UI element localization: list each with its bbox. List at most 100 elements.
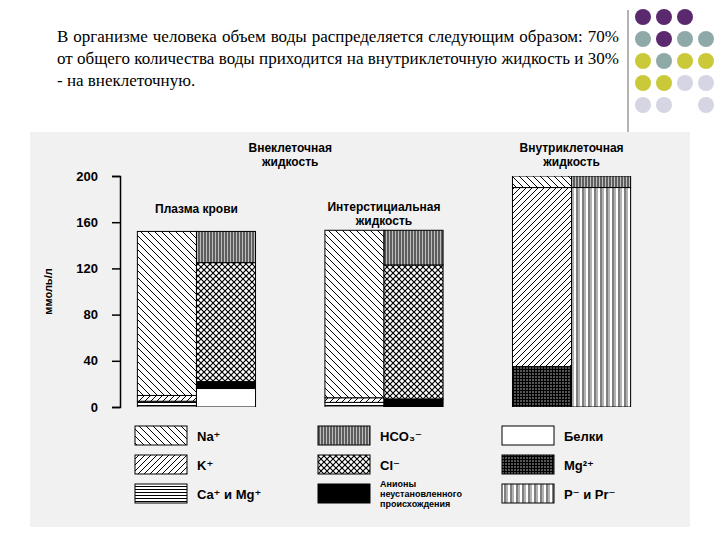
legend-swatch [135, 426, 187, 445]
series [137, 176, 571, 398]
legend-item: Mg²⁺ [502, 455, 594, 474]
tick-mark [112, 176, 120, 178]
legend-item: HCO₃⁻ [318, 426, 422, 445]
bar-segment [325, 230, 384, 231]
dot [698, 75, 714, 91]
bar-segment [384, 230, 443, 265]
bar-segment [137, 231, 196, 232]
bar-segment [512, 176, 571, 188]
title: В организме человека объем воды распреде… [57, 26, 619, 92]
legend-label: Na⁺ [197, 429, 220, 444]
bar-segment [137, 231, 196, 232]
bar-segment [384, 265, 443, 399]
bar-segment [137, 401, 196, 407]
legend-swatch [318, 484, 370, 503]
legend-label: Белки [564, 429, 603, 444]
bar-segment [325, 230, 384, 231]
bars [137, 176, 630, 407]
tick-label: 120 [76, 261, 98, 276]
bar-segment [512, 176, 571, 177]
dot [656, 97, 672, 113]
legend: Na⁺HCO₃⁻БелкиK⁺Cl⁻Mg²⁺Ca⁺ и Mg⁺Анионынеу… [135, 426, 615, 509]
legend-swatch [502, 484, 554, 503]
bar-segment [196, 389, 255, 407]
dot [635, 53, 651, 69]
series [196, 176, 630, 265]
dot [698, 97, 714, 113]
bar-segment [512, 188, 571, 367]
bar-segment [512, 176, 571, 177]
bar-segment [196, 263, 255, 382]
page: В организме человека объем воды распреде… [0, 0, 720, 540]
bar-segment [572, 176, 631, 188]
series [196, 263, 443, 399]
bar-segment [325, 230, 384, 231]
tick-label: 80 [84, 307, 98, 322]
bar-segment [512, 176, 571, 177]
tick: 0 [91, 400, 120, 415]
legend-item: Белки [502, 426, 603, 445]
legend-label: P⁻ и Pr⁻ [564, 487, 615, 502]
bar-segment [325, 230, 384, 231]
dot [698, 31, 714, 47]
tick-label: 40 [84, 353, 98, 368]
decoration [628, 9, 714, 132]
series [137, 188, 571, 403]
tick: 120 [76, 261, 120, 276]
dot [635, 31, 651, 47]
dot [656, 31, 672, 47]
legend-item: Ca⁺ и Mg⁺ [135, 484, 261, 503]
series [196, 389, 255, 407]
bar-segment [196, 231, 255, 262]
tick: 160 [76, 215, 120, 230]
dot [677, 31, 693, 47]
legend-swatch [318, 426, 370, 445]
chart: 0 40 80 120 160 200 ммоль/л Плазма крови Интерст… [0, 0, 720, 540]
bar-segment [137, 231, 196, 232]
tick-mark [112, 407, 120, 409]
divider [627, 10, 629, 132]
bar-segment [137, 231, 196, 232]
legend-label: Mg²⁺ [564, 458, 594, 473]
group-label: Внутриклеточнаяжидкость [519, 141, 623, 169]
tick-mark [112, 361, 120, 363]
bar-segment [325, 230, 384, 397]
axis-title: ммоль/л [42, 268, 54, 314]
dot [677, 75, 693, 91]
y-axis: 0 40 80 120 160 200 [76, 169, 120, 415]
tick-label: 200 [76, 169, 98, 184]
bar-segment [196, 382, 255, 389]
legend-label: Ca⁺ и Mg⁺ [197, 487, 261, 502]
dot [635, 75, 651, 91]
dot [635, 9, 651, 25]
category-label: Плазма крови [155, 202, 238, 216]
tick-label: 160 [76, 215, 98, 230]
legend-swatch [135, 484, 187, 503]
dot [656, 53, 672, 69]
legend-item: P⁻ и Pr⁻ [502, 484, 615, 503]
legend-swatch [502, 426, 554, 445]
bar-segment [512, 367, 571, 407]
series [572, 188, 631, 407]
bar-segment [384, 399, 443, 407]
tick: 80 [84, 307, 120, 322]
legend-label: Анионынеустановленногопроисхождения [380, 479, 462, 509]
group-label: Внеклеточнаяжидкость [249, 141, 332, 169]
legend-item: Na⁺ [135, 426, 220, 445]
legend-swatch [318, 455, 370, 474]
legend-item: Анионынеустановленногопроисхождения [318, 479, 462, 509]
bar-segment [572, 188, 631, 407]
dot [698, 53, 714, 69]
bar-segment [325, 402, 384, 407]
dot [656, 9, 672, 25]
tick-label: 0 [91, 400, 98, 415]
legend-label: K⁺ [197, 458, 213, 473]
panel [30, 132, 690, 527]
tick-mark [112, 222, 120, 224]
bar-segment [325, 230, 384, 231]
dot [677, 9, 693, 25]
bar-segment [137, 231, 196, 232]
bar-segment [512, 176, 571, 177]
category-label: Интерстициальнаяжидкость [327, 200, 440, 228]
dot [677, 53, 693, 69]
